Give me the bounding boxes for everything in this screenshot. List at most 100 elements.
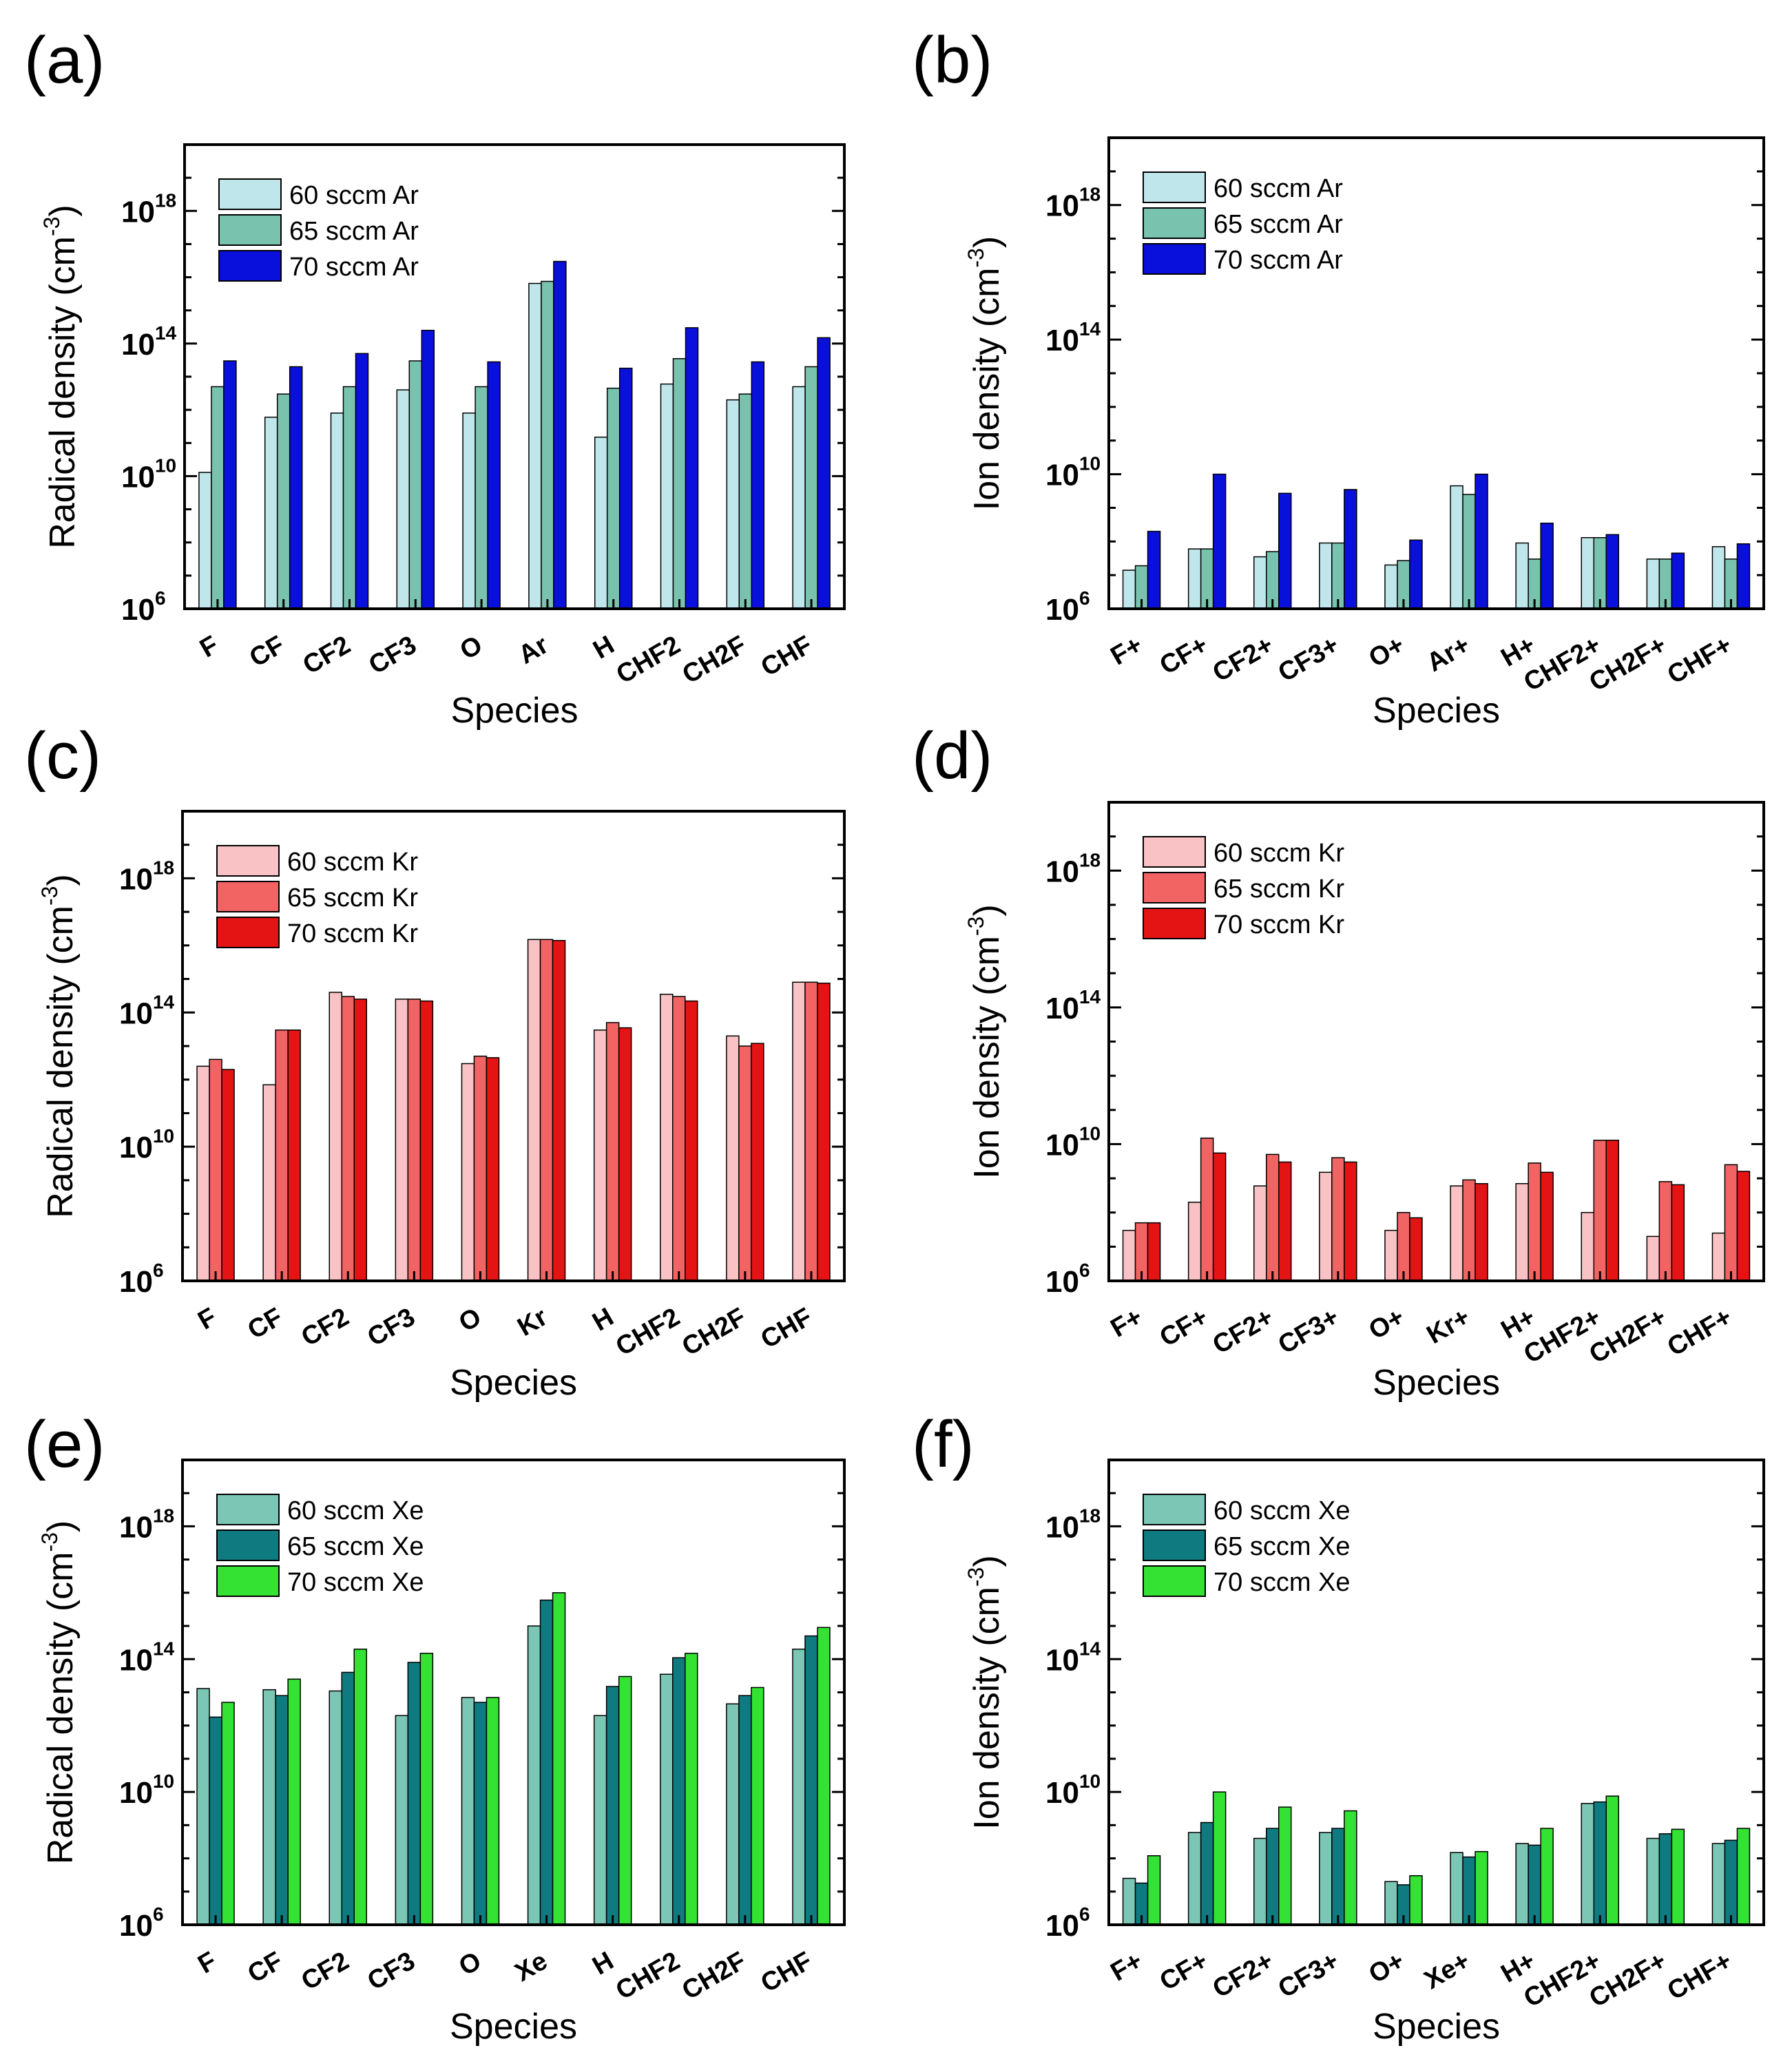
x-tick-label: CF2: [297, 1302, 354, 1352]
bar-o-series-3: [486, 1057, 500, 1282]
bar-xe-series-2: [539, 1599, 554, 1925]
legend-swatch: [216, 1494, 280, 1525]
x-tick-label: O+: [1364, 1302, 1410, 1345]
y-tick-label: 106: [121, 587, 166, 627]
bar-h-series-1: [594, 437, 608, 609]
bar-cf-series-2: [275, 1695, 289, 1925]
bar-chf-plus-series-2: [1724, 1839, 1738, 1925]
x-tick-label: CF2+: [1208, 1302, 1278, 1359]
x-tick-label: H: [587, 1946, 618, 1981]
x-tick-label: CF+: [1155, 1946, 1213, 1996]
panel-label: (a): [24, 23, 105, 97]
bar-cf-plus-series-1: [1187, 548, 1202, 609]
x-tick-label: CH2F+: [1585, 1302, 1671, 1369]
bar-chf2-series-3: [685, 1653, 698, 1925]
bar-chf2-series-3: [685, 1000, 698, 1282]
bar-ch2f-series-3: [751, 1686, 764, 1925]
x-tick-label: O: [454, 1302, 486, 1337]
x-axis-label: Species: [451, 691, 579, 731]
x-tick-label: H: [588, 630, 619, 665]
bar-ar-series-3: [553, 260, 567, 609]
bar-cf3-plus-series-3: [1344, 1161, 1357, 1282]
y-axis-label: Ion density (cm-3): [963, 1555, 1007, 1829]
bar-cf3-series-3: [419, 1000, 434, 1282]
bar-o-plus-series-1: [1384, 1229, 1398, 1282]
bar-xe-plus-series-3: [1475, 1850, 1488, 1925]
x-tick-label: CF2+: [1208, 630, 1278, 687]
bar-ch2f-plus-series-2: [1658, 1181, 1673, 1282]
bar-f-series-3: [223, 360, 237, 609]
bar-f-series-1: [196, 1065, 210, 1282]
legend-swatch: [1143, 1529, 1206, 1561]
bar-cf-plus-series-1: [1187, 1832, 1202, 1925]
bar-ch2f-series-1: [726, 1035, 740, 1282]
x-tick-label: CF: [243, 1302, 288, 1345]
bar-chf2-series-2: [672, 996, 686, 1282]
legend-label: 65 sccm Kr: [287, 884, 418, 912]
bar-chf2-plus-series-3: [1605, 534, 1619, 609]
x-tick-label: F: [193, 1302, 221, 1335]
bar-chf-series-3: [817, 1627, 831, 1925]
bar-cf3-series-1: [396, 389, 410, 609]
bar-chf2-series-1: [660, 1673, 674, 1925]
bar-f-series-2: [211, 386, 225, 609]
x-tick-label: CHF+: [1663, 1946, 1737, 2006]
bar-chf-series-1: [792, 1649, 806, 1925]
bar-ch2f-plus-series-3: [1671, 1184, 1685, 1282]
bar-chf-series-1: [792, 981, 806, 1282]
legend-swatch: [216, 917, 280, 948]
x-tick-label: CF2: [297, 1946, 354, 1996]
bar-f-series-1: [196, 1688, 210, 1925]
bar-f-series-1: [198, 472, 212, 609]
legend-label: 60 sccm Ar: [1213, 174, 1343, 203]
bar-h-series-3: [618, 367, 633, 609]
bar-ch2f-series-2: [738, 1695, 752, 1925]
legend-label: 60 sccm Kr: [287, 848, 418, 877]
legend-swatch: [1143, 1565, 1206, 1597]
bar-h-series-2: [605, 1022, 620, 1282]
x-axis-label: Species: [450, 2007, 577, 2047]
bar-ar-plus-series-3: [1475, 473, 1488, 609]
bar-ch2f-series-3: [751, 361, 765, 609]
bar-ch2f-plus-series-3: [1671, 1828, 1685, 1925]
x-tick-label: F: [193, 1946, 221, 1979]
bar-cf2-series-3: [355, 353, 369, 609]
bar-cf3-series-1: [395, 1715, 409, 1925]
panel-label: (f): [912, 1408, 975, 1481]
bar-cf3-series-2: [407, 999, 421, 1282]
bar-o-series-2: [473, 1702, 488, 1925]
bar-ch2f-series-2: [738, 393, 753, 609]
bar-kr-series-3: [552, 939, 566, 1282]
bar-chf-plus-series-1: [1711, 546, 1726, 609]
bar-chf-series-2: [804, 981, 818, 1282]
bar-h-plus-series-2: [1528, 1844, 1541, 1925]
bar-cf-series-3: [289, 366, 303, 609]
y-tick-label: 1010: [119, 1771, 174, 1810]
bar-chf2-series-1: [660, 383, 674, 609]
bar-cf2-series-3: [353, 1649, 367, 1925]
bar-o-series-3: [487, 361, 501, 609]
x-tick-label: CHF+: [1663, 630, 1737, 690]
bar-chf2-plus-series-1: [1581, 1803, 1594, 1925]
bar-ch2f-plus-series-3: [1671, 552, 1685, 609]
y-tick-label: 1018: [1045, 849, 1101, 888]
bar-ch2f-plus-series-1: [1646, 1235, 1660, 1282]
bar-chf-plus-series-3: [1736, 543, 1751, 609]
legend-swatch: [218, 178, 282, 210]
x-tick-label: O+: [1364, 1946, 1410, 1989]
y-tick-label: 1014: [119, 1638, 175, 1677]
x-tick-label: CF3: [364, 630, 421, 680]
legend-label: 70 sccm Ar: [289, 253, 419, 282]
legend-label: 70 sccm Xe: [287, 1568, 424, 1597]
bar-chf2-plus-series-1: [1581, 1211, 1594, 1282]
y-tick-label: 1018: [121, 189, 176, 229]
bar-kr-plus-series-2: [1462, 1179, 1476, 1282]
y-tick-label: 1018: [1045, 184, 1101, 223]
x-tick-label: CHF2: [612, 630, 685, 689]
x-tick-label: O: [455, 630, 488, 665]
